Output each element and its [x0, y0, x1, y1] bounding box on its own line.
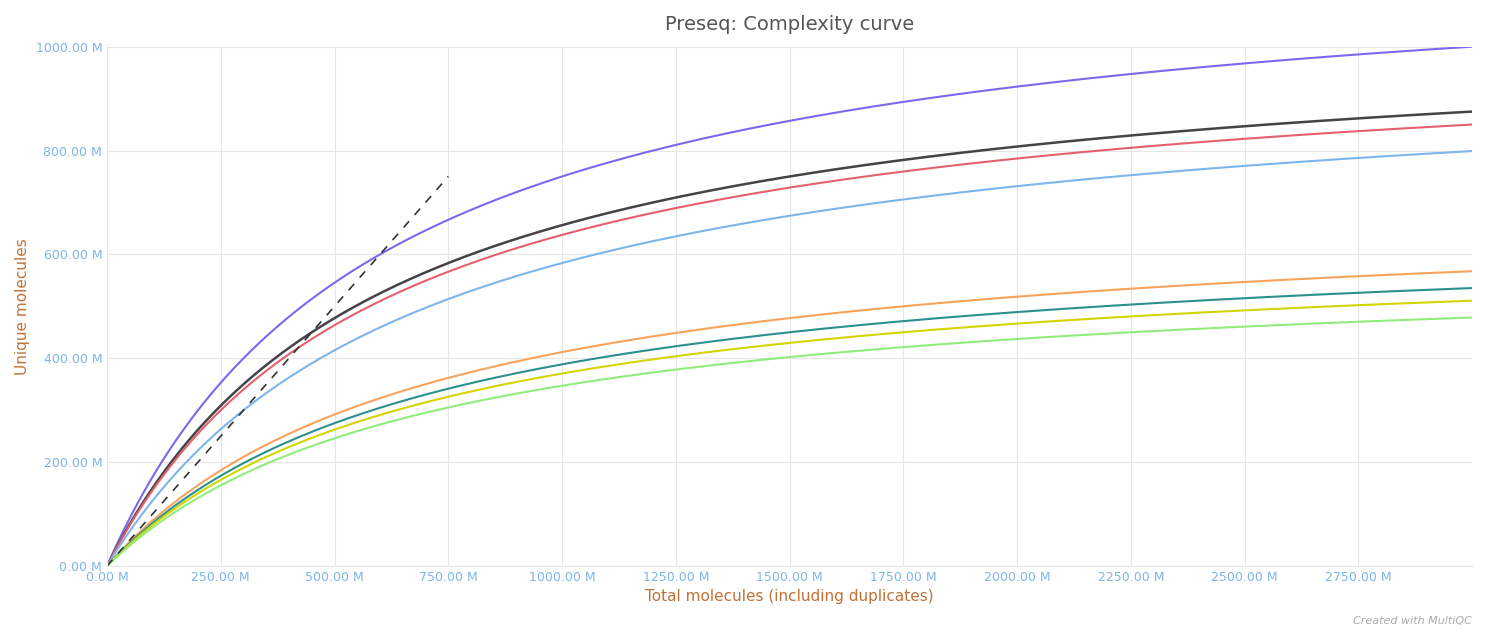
- X-axis label: Total molecules (including duplicates): Total molecules (including duplicates): [645, 590, 934, 604]
- Text: Created with MultiQC: Created with MultiQC: [1353, 616, 1472, 626]
- Y-axis label: Unique molecules: Unique molecules: [15, 238, 30, 375]
- Title: Preseq: Complexity curve: Preseq: Complexity curve: [665, 15, 915, 34]
